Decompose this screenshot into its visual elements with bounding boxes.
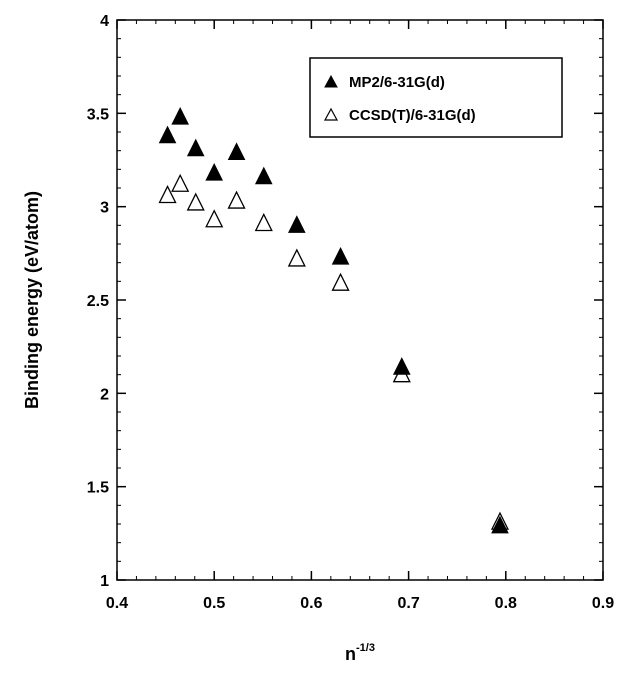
legend: MP2/6-31G(d) CCSD(T)/6-31G(d) [309,57,563,138]
legend-marker-ccsdt [323,107,339,121]
legend-label-mp2: MP2/6-31G(d) [349,74,445,91]
y-tick-label: 2 [100,386,109,403]
mp2-point [158,125,177,144]
ccsdt-point [490,511,510,530]
legend-box [309,57,563,138]
x-axis-title-base: n [345,644,356,664]
x-tick-label: 0.7 [397,595,419,612]
ccsdt-point [186,192,205,211]
y-axis-title: Binding energy (eV/atom) [22,191,42,409]
data-points [158,106,510,534]
y-tick-label: 1 [100,573,109,590]
mp2-point [254,166,273,185]
ccsdt-point [171,173,190,192]
ccsdt-point [254,213,273,232]
ccsdt-point [287,248,306,267]
y-axis-ticks: 1 1.5 2 2.5 3 3.5 4 [87,13,603,590]
ccsdt-point [392,364,411,383]
mp2-point [288,215,306,233]
mp2-point [171,106,189,125]
x-tick-label: 0.6 [300,595,322,612]
y-tick-label: 2.5 [87,293,109,310]
mp2-point [227,142,246,161]
y-tick-label: 4 [100,13,109,30]
ccsdt-point [227,190,246,209]
ccsdt-point [331,272,350,291]
legend-marker-mp2 [324,74,338,88]
y-tick-label: 3 [100,200,109,217]
x-axis-ticks: 0.4 0.5 0.6 0.7 0.8 0.9 [106,20,614,612]
y-tick-label: 1.5 [87,480,109,497]
x-axis-title: n-1/3 [345,642,375,664]
mp2-point [331,246,350,265]
x-axis-title-exponent: -1/3 [356,642,375,654]
mp2-point [205,162,224,181]
y-tick-label: 3.5 [87,106,109,123]
x-tick-label: 0.9 [592,595,614,612]
x-tick-label: 0.5 [203,595,225,612]
legend-label-ccsdt: CCSD(T)/6-31G(d) [349,107,476,124]
x-tick-label: 0.4 [106,595,128,612]
ccsdt-point [205,209,224,228]
mp2-point [186,138,205,157]
x-tick-label: 0.8 [495,595,517,612]
ccsdt-point [158,185,177,204]
